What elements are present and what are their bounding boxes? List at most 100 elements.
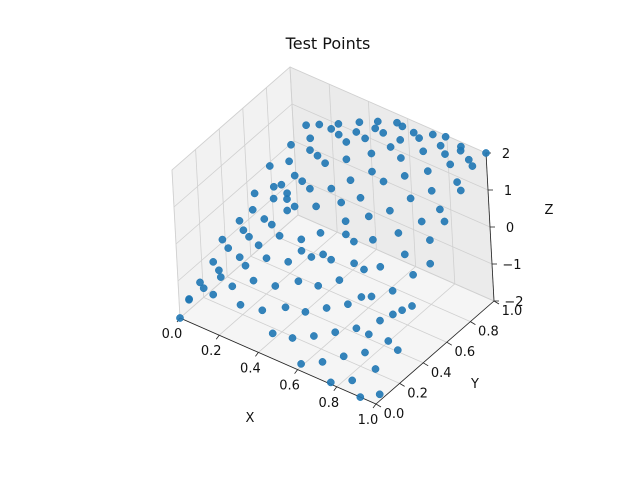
x-tick-label: 0.4 (240, 361, 261, 376)
data-point (415, 134, 423, 142)
data-point (235, 216, 244, 225)
data-point (209, 258, 218, 266)
x-tick-label: 0.0 (162, 327, 183, 342)
x-tick-label: 1.0 (358, 413, 379, 428)
data-point (258, 306, 267, 315)
data-point (298, 177, 307, 186)
data-point (394, 229, 403, 237)
x-tick (294, 369, 298, 374)
x-tick (372, 403, 377, 409)
data-point (331, 328, 340, 337)
x-tick-label: 0.6 (279, 379, 300, 394)
data-point (250, 189, 259, 198)
data-point (361, 134, 369, 143)
grid-lines (171, 66, 495, 405)
y-tick-label: 0.2 (407, 386, 428, 401)
data-point (262, 254, 271, 263)
grid-line-z (177, 177, 297, 282)
data-point (321, 159, 329, 168)
data-point (239, 226, 248, 235)
x-tick (333, 386, 338, 392)
data-point (306, 146, 314, 154)
data-point (356, 193, 365, 202)
grid-line-y (203, 297, 400, 384)
y-tick (493, 300, 500, 305)
data-point (284, 257, 293, 266)
data-point (352, 128, 361, 136)
data-point (441, 132, 450, 141)
data-point (426, 236, 434, 244)
data-point (327, 125, 336, 133)
data-point (379, 177, 388, 186)
data-point (216, 273, 225, 281)
data-point (376, 262, 385, 271)
chart-title: Test Points (285, 34, 371, 53)
data-point (176, 314, 184, 322)
data-point (398, 306, 406, 315)
data-point (235, 253, 244, 262)
grid-line-y (227, 276, 424, 364)
data-point (373, 117, 382, 126)
data-point (368, 167, 376, 176)
data-point (297, 235, 306, 244)
data-point (409, 270, 417, 279)
data-point (209, 290, 218, 299)
data-point (316, 229, 325, 237)
data-point (396, 136, 405, 144)
data-point (267, 220, 276, 229)
grid-line-y (250, 255, 447, 343)
data-point (417, 217, 426, 226)
z-axis-label: Z (545, 203, 554, 218)
data-point (297, 360, 305, 368)
data-point (409, 128, 418, 137)
data-point (376, 316, 384, 325)
data-point (360, 265, 368, 274)
data-point (456, 146, 465, 155)
data-point (283, 195, 291, 203)
data-point (265, 162, 274, 170)
data-point (241, 261, 250, 270)
data-point (352, 324, 361, 333)
data-point (337, 198, 346, 207)
data-point (215, 266, 223, 275)
data-point (248, 205, 257, 214)
data-point (393, 346, 402, 354)
data-point (277, 180, 286, 189)
data-point (419, 147, 428, 156)
data-point (269, 182, 278, 191)
data-point (313, 151, 322, 160)
y-tick-label: 1.0 (502, 304, 523, 319)
data-point (436, 141, 445, 150)
data-point (361, 348, 369, 357)
data-point (364, 212, 373, 221)
z-tick-label: −2 (504, 295, 523, 310)
data-point (294, 277, 303, 286)
data-point (350, 259, 358, 268)
y-tick-label: 0.4 (431, 366, 452, 381)
data-point (302, 121, 310, 130)
grid-line-z (297, 214, 495, 302)
data-point (423, 167, 432, 175)
data-point (342, 230, 350, 239)
data-point (283, 206, 292, 215)
data-point (350, 237, 358, 246)
data-point (357, 293, 366, 301)
data-point (342, 138, 351, 146)
data-point (301, 308, 310, 316)
y-tick-label: 0.0 (384, 407, 405, 422)
data-point (355, 118, 364, 127)
data-point (400, 172, 409, 180)
data-point (319, 250, 327, 259)
y-tick-label: 0.8 (478, 325, 499, 340)
data-point (406, 194, 415, 203)
data-point (199, 284, 208, 293)
data-point (386, 143, 395, 151)
data-point (327, 184, 336, 193)
data-point (307, 253, 316, 261)
data-point (426, 259, 435, 268)
data-point (436, 205, 444, 214)
data-point (397, 154, 405, 162)
data-point (456, 186, 465, 195)
y-tick (422, 362, 429, 367)
